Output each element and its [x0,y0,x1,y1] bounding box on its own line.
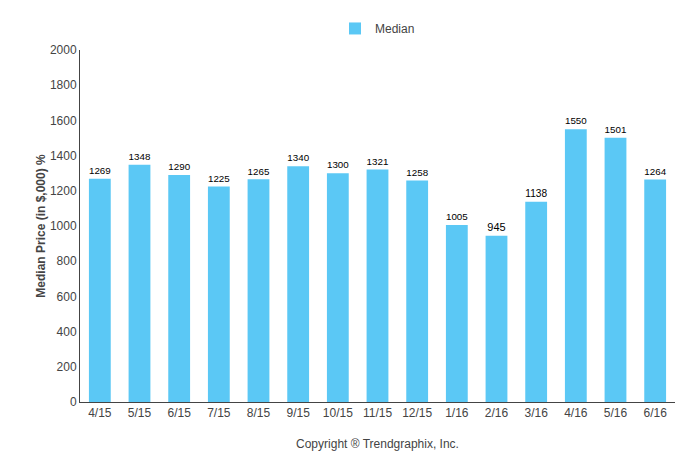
svg-text:Median: Median [375,22,414,36]
svg-text:6/15: 6/15 [167,406,191,420]
svg-text:6/16: 6/16 [643,406,667,420]
svg-text:1550: 1550 [565,115,587,126]
svg-text:1269: 1269 [89,165,111,176]
svg-text:1225: 1225 [208,173,230,184]
svg-text:1348: 1348 [129,151,151,162]
svg-text:12/15: 12/15 [402,406,432,420]
svg-text:800: 800 [57,254,77,268]
svg-text:2/16: 2/16 [485,406,509,420]
svg-text:9/15: 9/15 [286,406,310,420]
svg-text:1258: 1258 [406,167,428,178]
svg-text:600: 600 [57,290,77,304]
svg-text:11/15: 11/15 [363,406,392,420]
svg-text:4/15: 4/15 [88,406,112,420]
svg-text:1005: 1005 [446,211,468,222]
svg-text:Copyright ® Trendgraphix, Inc.: Copyright ® Trendgraphix, Inc. [296,437,459,451]
svg-text:1138: 1138 [525,188,547,199]
svg-text:400: 400 [57,325,77,339]
svg-text:945: 945 [487,221,505,233]
svg-text:1200: 1200 [50,184,77,198]
svg-text:7/15: 7/15 [207,406,231,420]
svg-text:5/15: 5/15 [128,406,152,420]
svg-text:Median Price (in $,000) %: Median Price (in $,000) % [34,154,48,298]
svg-text:1400: 1400 [50,149,77,163]
svg-text:1600: 1600 [50,114,77,128]
svg-text:1800: 1800 [50,78,77,92]
svg-text:0: 0 [70,395,77,409]
svg-text:1300: 1300 [327,159,349,170]
svg-text:4/16: 4/16 [564,406,588,420]
svg-text:1265: 1265 [248,166,270,177]
svg-text:1321: 1321 [367,156,389,167]
svg-text:5/16: 5/16 [604,406,628,420]
svg-text:200: 200 [57,360,77,374]
svg-text:8/15: 8/15 [247,406,271,420]
svg-text:1501: 1501 [605,124,627,135]
svg-text:1264: 1264 [644,166,666,177]
svg-text:1290: 1290 [168,161,190,172]
svg-text:1/16: 1/16 [445,406,469,420]
svg-text:2000: 2000 [50,43,77,57]
svg-text:3/16: 3/16 [524,406,548,420]
svg-text:1340: 1340 [287,152,309,163]
svg-text:1000: 1000 [50,219,77,233]
svg-text:10/15: 10/15 [323,406,353,420]
